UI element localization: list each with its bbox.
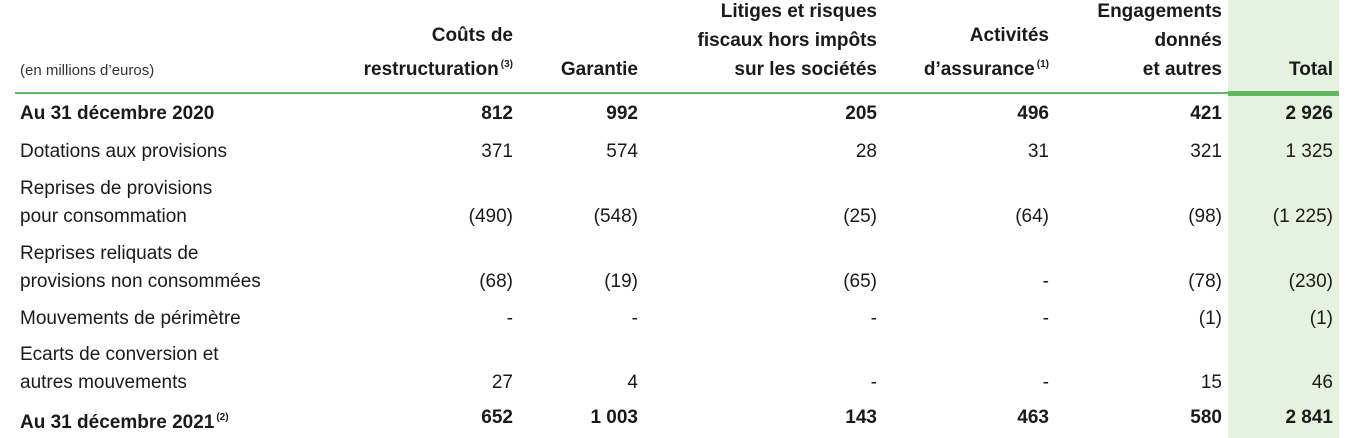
cell-commitments: 421 [1190, 103, 1222, 124]
header-line: Engagements [1097, 1, 1222, 22]
footnote-ref: (3) [500, 59, 513, 70]
header-warranty: Garantie [561, 55, 638, 84]
total-column-background [1228, 0, 1339, 438]
cell-insurance: (64) [1015, 206, 1049, 227]
cell-commitments: 15 [1200, 372, 1222, 393]
cell-warranty: 4 [627, 372, 638, 393]
footnote-ref: (1) [1036, 59, 1049, 70]
header-line: Total [1289, 59, 1333, 80]
cell-warranty: - [631, 308, 638, 329]
cell-commitments: 580 [1190, 407, 1222, 428]
header-line: fiscaux hors impôts [697, 30, 878, 51]
header-insurance: Activités d’assurance (1) [924, 21, 1049, 84]
cell-insurance: - [1042, 372, 1049, 393]
cell-litigation: - [870, 308, 877, 329]
cell-warranty: (19) [604, 271, 638, 292]
cell-litigation: (25) [843, 206, 877, 227]
unit-label: (en millions d’euros) [20, 62, 155, 79]
cell-warranty: 574 [606, 141, 638, 162]
header-line: d’assurance (1) [923, 59, 1049, 80]
cell-litigation: 28 [855, 141, 877, 162]
cell-warranty: (548) [593, 206, 638, 227]
cell-warranty: 1 003 [590, 407, 638, 428]
header-line: Activités [969, 25, 1049, 46]
cell-restructuring: (68) [479, 271, 513, 292]
cell-total: (230) [1288, 271, 1333, 292]
cell-insurance: 463 [1017, 407, 1049, 428]
cell-total: 2 841 [1285, 407, 1333, 428]
header-line: restructuration (3) [363, 59, 513, 80]
cell-commitments: 321 [1190, 141, 1222, 162]
header-line: donnés [1154, 30, 1222, 51]
cell-insurance: - [1042, 308, 1049, 329]
cell-restructuring: - [506, 308, 513, 329]
row-label: Ecarts de conversion et autres mouvement… [20, 344, 219, 393]
header-line: Coûts de [431, 25, 513, 46]
cell-total: (1) [1309, 308, 1333, 329]
cell-restructuring: (490) [468, 206, 513, 227]
header-line: et autres [1142, 59, 1222, 80]
cell-total: 2 926 [1285, 103, 1333, 124]
cell-litigation: (65) [843, 271, 877, 292]
cell-restructuring: 652 [481, 407, 513, 428]
header-line: Garantie [560, 59, 638, 80]
cell-restructuring: 371 [481, 141, 513, 162]
cell-litigation: 205 [845, 103, 877, 124]
total-column-top-bar [1228, 91, 1339, 96]
cell-warranty: 992 [606, 103, 638, 124]
cell-litigation: 143 [845, 407, 877, 428]
cell-total: (1 225) [1272, 206, 1333, 227]
header-litigation: Litiges et risques fiscaux hors impôts s… [698, 0, 878, 84]
header-divider [15, 92, 1228, 94]
cell-restructuring: 27 [491, 372, 513, 393]
header-total: Total [1289, 55, 1333, 84]
row-label: Dotations aux provisions [20, 141, 227, 162]
header-line: Litiges et risques [720, 1, 877, 22]
header-commitments: Engagements donnés et autres [1097, 0, 1222, 84]
footnote-ref: (2) [216, 412, 229, 423]
cell-insurance: - [1042, 271, 1049, 292]
row-label: Reprises reliquats de provisions non con… [20, 243, 261, 292]
cell-insurance: 31 [1027, 141, 1049, 162]
cell-insurance: 496 [1017, 103, 1049, 124]
row-label: Au 31 décembre 2020 [20, 103, 215, 124]
cell-restructuring: 812 [481, 103, 513, 124]
cell-commitments: (78) [1188, 271, 1222, 292]
cell-commitments: (98) [1188, 206, 1222, 227]
row-label: Mouvements de périmètre [20, 308, 241, 329]
header-restructuring: Coûts de restructuration (3) [364, 21, 513, 84]
cell-litigation: - [870, 372, 877, 393]
row-label: Reprises de provisions pour consommation [20, 178, 213, 227]
cell-total: 46 [1311, 372, 1333, 393]
header-line: sur les sociétés [734, 59, 877, 80]
row-label: Au 31 décembre 2021 (2) [20, 412, 229, 433]
cell-commitments: (1) [1198, 308, 1222, 329]
cell-total: 1 325 [1285, 141, 1333, 162]
